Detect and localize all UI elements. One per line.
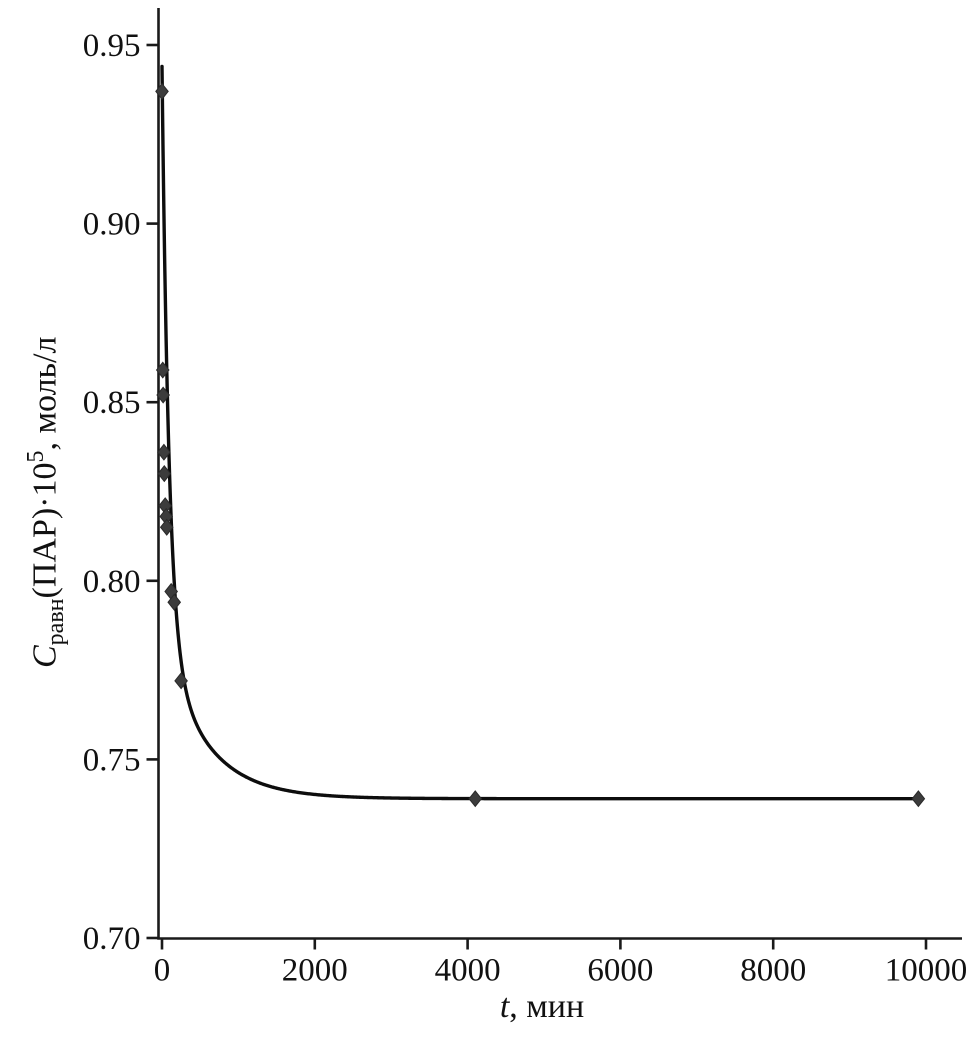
data-point-marker [157, 443, 171, 461]
y-tick-label: 0.75 [83, 742, 141, 778]
y-tick-label: 0.95 [83, 28, 141, 64]
y-tick-label: 0.90 [83, 207, 141, 243]
x-tick-label: 8000 [740, 953, 806, 989]
y-axis-title-exponent: 5 [23, 450, 49, 463]
x-tick-label: 2000 [282, 953, 348, 989]
x-tick-label: 6000 [587, 953, 653, 989]
y-tick-label: 0.70 [83, 921, 141, 957]
y-tick-label: 0.85 [83, 385, 141, 421]
y-axis-title-subscript: равн [43, 598, 70, 646]
data-point-marker [155, 82, 169, 101]
y-axis-title-units: , моль/л [26, 336, 64, 451]
y-tick-label: 0.80 [83, 564, 141, 600]
x-axis-title-units: , мин [509, 988, 585, 1025]
x-tick-label: 10000 [885, 953, 968, 989]
x-tick-label: 0 [154, 953, 171, 989]
data-point-marker [167, 593, 182, 611]
data-point-marker [157, 465, 172, 483]
x-tick-label: 4000 [435, 953, 501, 989]
data-point-marker [159, 518, 174, 536]
data-point-marker [468, 790, 483, 808]
y-axis-title: Cравн(ПАР)·105, моль/л [16, 337, 76, 668]
y-axis-title-variable: C [26, 645, 64, 668]
data-point-marker [155, 361, 170, 379]
y-axis-title-mid: (ПАР)·10 [26, 462, 64, 599]
x-axis-title: t, мин [158, 988, 926, 1026]
x-axis-title-variable: t [499, 988, 510, 1025]
fit-curve [160, 64, 921, 801]
data-point-marker [911, 790, 926, 808]
data-point-marker [174, 672, 188, 690]
data-point-marker [156, 386, 170, 404]
